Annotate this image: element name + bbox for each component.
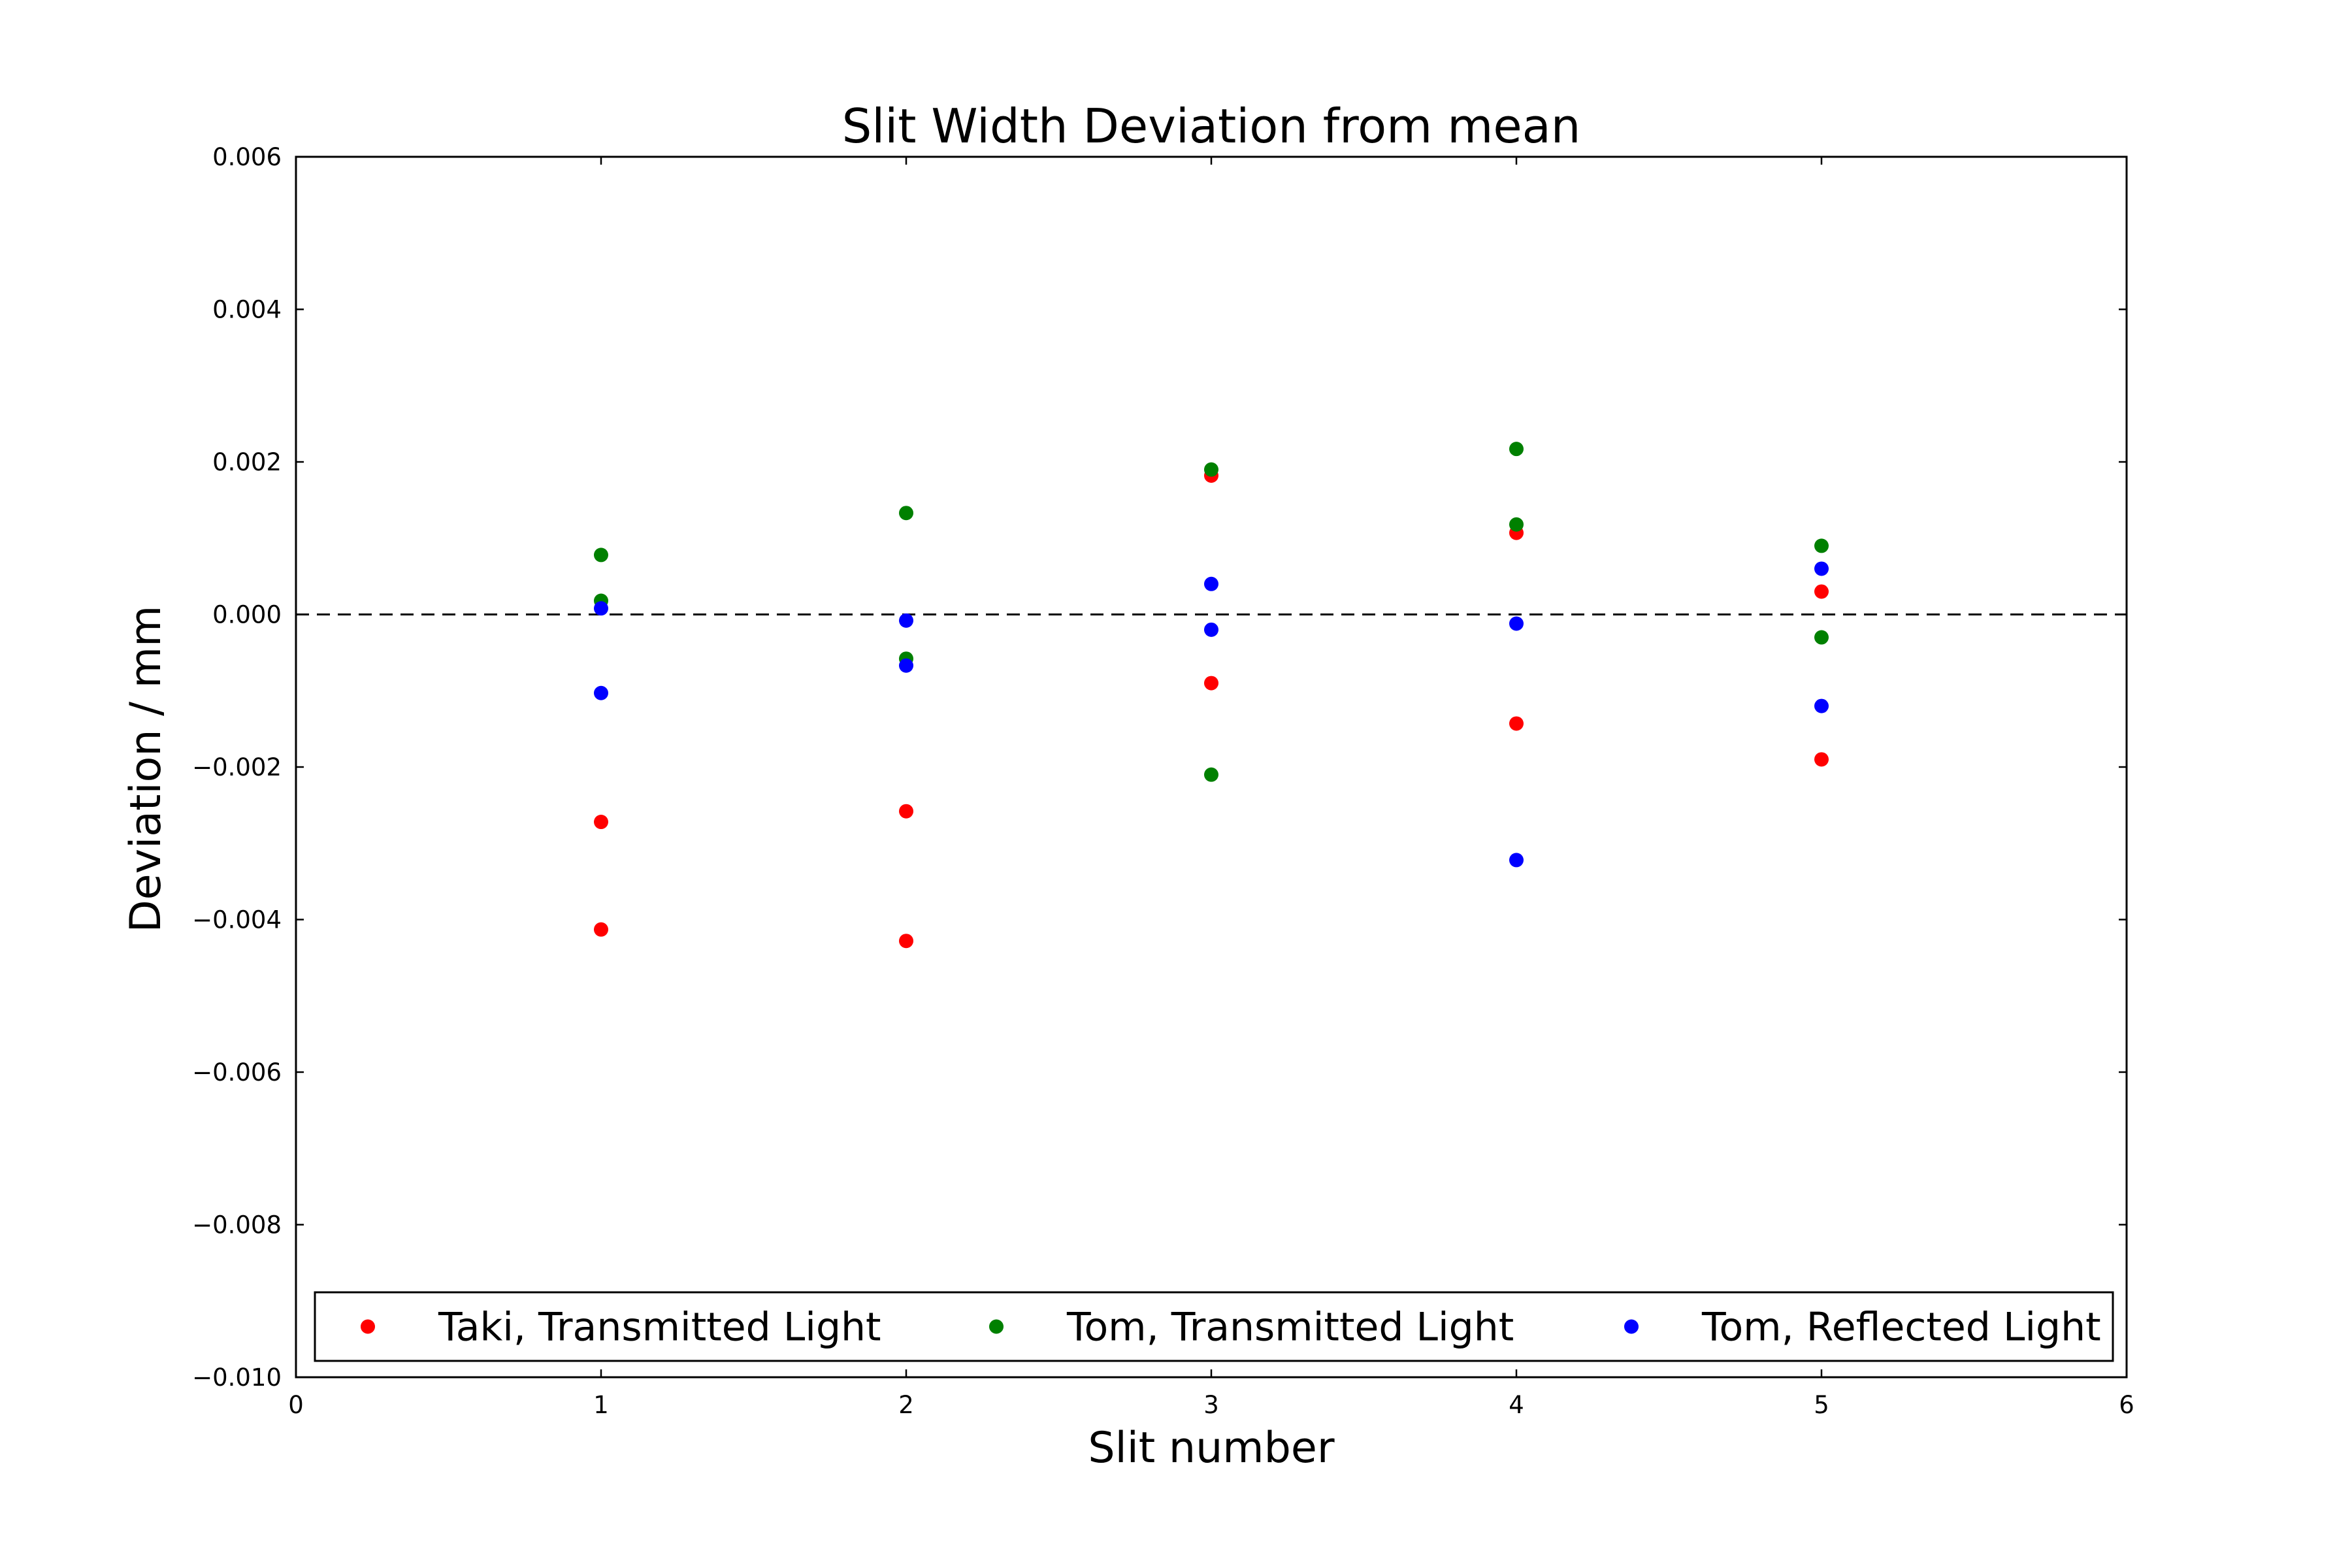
data-point <box>594 815 608 830</box>
x-tick-label: 2 <box>898 1391 914 1419</box>
y-tick-label: −0.006 <box>192 1058 282 1086</box>
data-point <box>1509 716 1524 731</box>
y-tick-label: −0.004 <box>192 906 282 934</box>
data-point <box>1814 561 1829 576</box>
axis-ticks: 0 1 2 3 4 5 6 0.006 0.004 0.002 0.000 −0.002 −0.004 −… <box>192 143 2134 1419</box>
y-axis-title: Deviation / mm <box>122 606 171 933</box>
data-point <box>899 658 913 673</box>
data-point <box>1814 538 1829 553</box>
x-tick-label: 1 <box>593 1391 609 1419</box>
legend-marker <box>989 1319 1004 1334</box>
legend-label: Tom, Transmitted Light <box>1066 1305 1514 1350</box>
x-tick-label: 4 <box>1509 1391 1524 1419</box>
plot-frame <box>295 155 2128 1379</box>
data-point <box>1204 576 1218 591</box>
data-point <box>1204 462 1218 477</box>
x-axis-title: Slit number <box>1088 1424 1334 1473</box>
series-group <box>594 468 1829 949</box>
data-point <box>1509 616 1524 631</box>
legend-marker <box>1624 1319 1639 1334</box>
chart-title: Slit Width Deviation from mean <box>842 99 1581 154</box>
y-tick-label: 0.004 <box>212 296 282 324</box>
data-point <box>899 934 913 949</box>
x-tick-label: 6 <box>2119 1391 2134 1419</box>
data-point <box>899 613 913 628</box>
x-tick-label: 5 <box>1814 1391 1829 1419</box>
data-point <box>1509 853 1524 868</box>
y-tick-label: −0.002 <box>192 753 282 781</box>
data-point <box>594 922 608 937</box>
legend: Taki, Transmitted Light Tom, Transmitted … <box>314 1291 2114 1362</box>
data-point <box>899 506 913 521</box>
data-point <box>1814 752 1829 767</box>
data-point <box>1814 584 1829 599</box>
legend-box <box>314 1291 2114 1362</box>
data-point <box>1204 676 1218 691</box>
x-tick-label: 3 <box>1203 1391 1219 1419</box>
data-point <box>1509 517 1524 532</box>
data-point <box>1204 767 1218 782</box>
legend-label: Taki, Transmitted Light <box>438 1305 881 1350</box>
data-point <box>1814 698 1829 713</box>
x-tick-label: 0 <box>288 1391 304 1419</box>
y-tick-label: −0.010 <box>192 1364 282 1392</box>
y-tick-label: 0.006 <box>212 143 282 171</box>
data-point <box>1204 622 1218 637</box>
data-point <box>594 601 608 616</box>
y-tick-label: −0.008 <box>192 1211 282 1239</box>
series-group <box>594 442 1829 782</box>
legend-label: Tom, Reflected Light <box>1701 1305 2101 1350</box>
data-point <box>594 685 608 700</box>
y-tick-label: 0.000 <box>212 601 282 629</box>
legend-marker <box>361 1319 375 1334</box>
data-point <box>1509 442 1524 457</box>
data-point <box>594 547 608 563</box>
series-group <box>594 561 1829 868</box>
data-point <box>1814 630 1829 645</box>
plot-area <box>295 155 2128 1379</box>
data-point <box>899 804 913 819</box>
y-tick-label: 0.002 <box>212 448 282 476</box>
